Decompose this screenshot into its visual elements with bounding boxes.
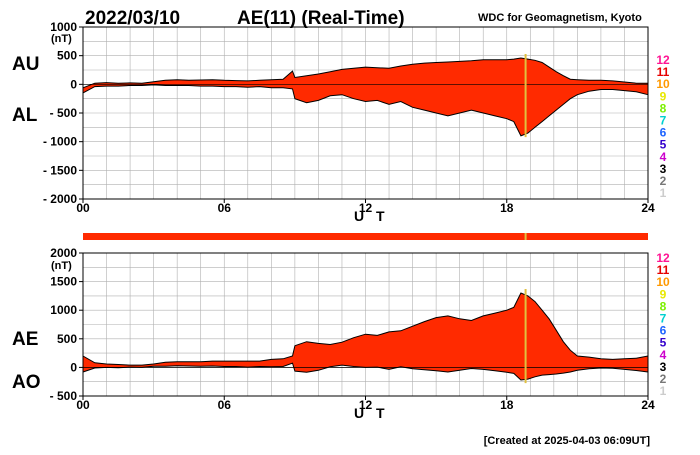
created-timestamp: [Created at 2025-04-03 06:09UT] [484, 435, 651, 447]
series-line-ae [82, 292, 649, 366]
station-count-label: 12 [656, 251, 670, 265]
x-tick-label: 06 [218, 201, 232, 215]
station-count-label: 5 [660, 138, 667, 152]
station-count-label: 6 [660, 126, 667, 140]
au-al-data [82, 53, 649, 138]
station-count-label: 7 [660, 312, 667, 326]
ae-ao-data [82, 289, 649, 384]
x-tick-label: 00 [76, 201, 90, 215]
x-tick-label: 18 [500, 398, 514, 412]
station-count-label: 4 [660, 348, 667, 362]
station-count-label: 9 [660, 89, 667, 103]
series-line-ao [82, 362, 649, 381]
y-tick-label: 1000 [50, 303, 77, 317]
station-count-label: 11 [657, 65, 670, 79]
station-count-label: 3 [660, 360, 667, 374]
x-tick-label: 06 [218, 398, 232, 412]
au-al-xlabel: U T [354, 208, 389, 224]
au-al-yticks: 1000 500 0 - 500 - 1000 - 1500 - 2000 [43, 20, 83, 206]
series-line-au [82, 57, 648, 89]
band-fill [83, 293, 648, 380]
ao-label: AO [12, 372, 41, 393]
y-tick-label: - 2000 [43, 192, 77, 206]
ae-ao-grid [83, 253, 648, 396]
status-bar-fill [83, 233, 648, 240]
station-count-label: 1 [660, 186, 667, 200]
x-tick-label: 12 [359, 398, 373, 412]
y-tick-label: - 1500 [43, 163, 77, 177]
x-tick-label: 12 [359, 201, 373, 215]
station-count-label: 2 [660, 372, 667, 386]
al-label: AL [12, 105, 38, 126]
ae-ao-unit-label: (nT) [51, 260, 72, 272]
station-count-label: 3 [660, 162, 667, 176]
source-label: WDC for Geomagnetism, Kyoto [478, 12, 642, 24]
au-al-xticks: 00 06 12 18 24 [76, 199, 655, 215]
y-tick-label: 500 [57, 332, 77, 346]
station-count-label: 8 [660, 101, 667, 115]
station-count-label: 12 [656, 53, 670, 67]
au-label: AU [12, 54, 39, 75]
y-tick-label: - 500 [50, 106, 78, 120]
station-count-label: 7 [660, 114, 667, 128]
ae-label: AE [12, 329, 38, 350]
station-count-label: 8 [660, 299, 667, 313]
x-tick-label: 00 [76, 398, 90, 412]
y-tick-label: 500 [57, 49, 77, 63]
band-fill [83, 58, 648, 136]
x-tick-label: 24 [641, 398, 655, 412]
ae-ao-xlabel: U T [354, 405, 389, 421]
y-tick-label: 1000 [50, 20, 77, 34]
station-count-label: 1 [660, 384, 667, 398]
station-count-label: 6 [660, 324, 667, 338]
station-status-bar [83, 233, 648, 240]
ae-ao-xticks: 00 06 12 18 24 [76, 396, 655, 412]
y-tick-label: 2000 [50, 246, 77, 260]
station-count-label: 10 [656, 275, 670, 289]
y-tick-label: - 1000 [43, 135, 77, 149]
y-tick-label: 0 [70, 77, 77, 91]
chart-title: AE(11) (Real-Time) [237, 8, 405, 29]
x-tick-label: 18 [500, 201, 514, 215]
y-tick-label: 1500 [50, 275, 77, 289]
date-label: 2022/03/10 [85, 8, 180, 29]
station-count-label: 5 [660, 336, 667, 350]
station-count-label: 10 [656, 77, 670, 91]
station-count-label: 4 [660, 150, 667, 164]
station-count-label: 11 [657, 263, 670, 277]
station-count-label: 2 [660, 174, 667, 188]
ae-ao-yticks: 2000 1500 1000 500 0 - 500 [50, 246, 83, 403]
y-tick-label: - 500 [50, 389, 78, 403]
au-al-grid [83, 27, 648, 199]
station-count-label: 9 [660, 287, 667, 301]
x-tick-label: 24 [641, 201, 655, 215]
y-tick-label: 0 [70, 360, 77, 374]
au-al-unit-label: (nT) [51, 33, 72, 45]
series-line-al [82, 84, 649, 137]
